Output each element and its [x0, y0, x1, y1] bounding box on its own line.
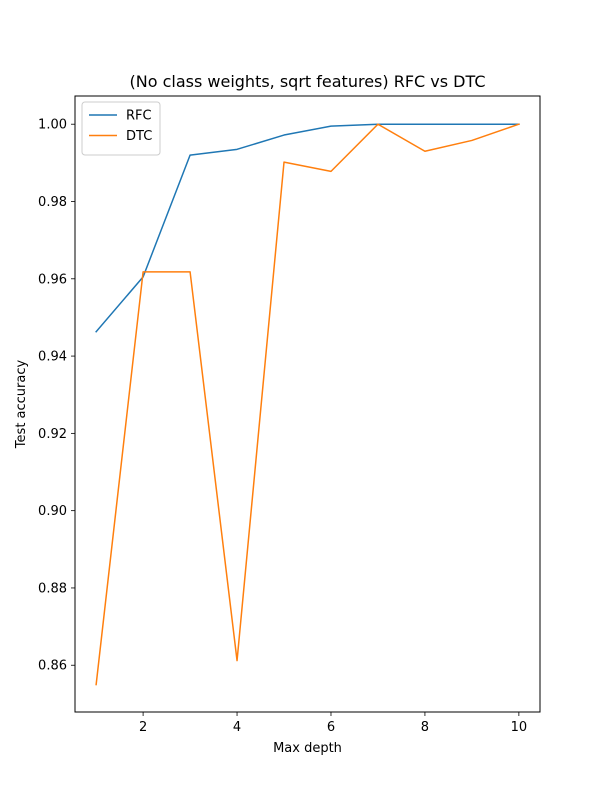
plot-area	[95, 123, 520, 686]
x-tick-label: 6	[327, 720, 335, 735]
y-tick-label: 0.98	[38, 195, 67, 210]
y-tick-label: 0.86	[38, 659, 67, 674]
y-tick-label: 0.88	[38, 581, 67, 596]
y-tick-label: 0.94	[38, 350, 67, 365]
legend: RFC DTC	[81, 101, 161, 156]
x-tick-label: 10	[511, 720, 528, 735]
y-tick-label: 0.90	[38, 504, 67, 519]
y-axis-label: Test accuracy	[14, 360, 29, 450]
y-tick-label: 1.00	[38, 118, 67, 133]
x-tick-label: 4	[233, 720, 241, 735]
x-tick-label: 8	[421, 720, 429, 735]
y-axis: 0.86 0.88 0.90 0.92 0.94 0.96 0.98 1.00	[38, 118, 75, 674]
plot-frame	[74, 95, 541, 713]
series-line-rfc	[95, 123, 520, 333]
y-tick-label: 0.96	[38, 272, 67, 287]
chart-title: (No class weights, sqrt features) RFC vs…	[130, 72, 486, 91]
y-tick-label: 0.92	[38, 427, 67, 442]
x-tick-label: 2	[139, 720, 147, 735]
legend-label-dtc: DTC	[126, 129, 152, 144]
x-axis-label: Max depth	[273, 741, 342, 756]
legend-label-rfc: RFC	[126, 109, 152, 124]
x-axis: 2 4 6 8 10	[139, 712, 527, 735]
series-line-dtc	[95, 123, 520, 686]
